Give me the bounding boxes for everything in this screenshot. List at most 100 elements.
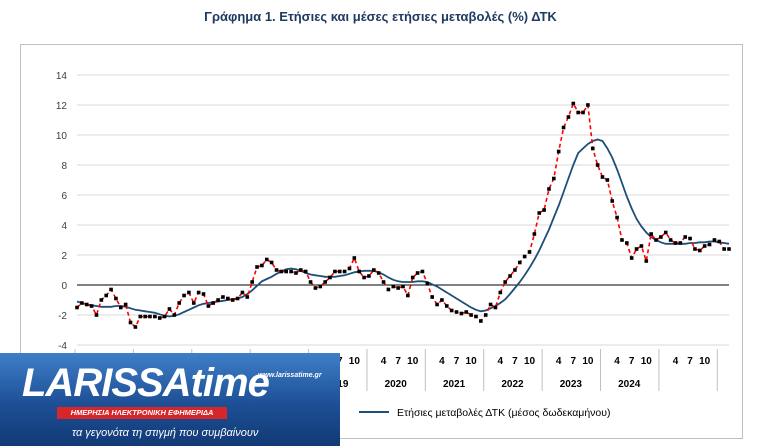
series-point-annual — [182, 293, 186, 298]
series-point-annual — [255, 265, 259, 269]
series-point-annual — [629, 256, 634, 260]
larissatime-logo: LARISSAtime www.larissatime.gr ΗΜΕΡΗΣΙΑ … — [0, 353, 340, 446]
y-tick-label: 12 — [56, 101, 68, 112]
series-point-annual — [673, 241, 678, 245]
series-point-annual — [464, 310, 469, 314]
series-point-annual — [376, 271, 381, 275]
series-point-annual — [610, 199, 615, 203]
y-tick-label: -4 — [58, 341, 67, 352]
series-line-annual — [76, 101, 729, 329]
series-point-annual — [420, 269, 425, 274]
series-point-annual — [279, 269, 284, 274]
logo-band: ΗΜΕΡΗΣΙΑ ΗΛΕΚΤΡΟΝΙΚΗ ΕΦΗΜΕΡΙΔΑ — [57, 407, 227, 419]
series-point-annual — [605, 178, 610, 182]
x-year-label: 2023 — [560, 379, 583, 390]
series-point-annual — [659, 235, 663, 239]
series-point-annual — [634, 247, 639, 251]
series-point-annual — [469, 313, 473, 317]
series-point-annual — [143, 314, 147, 319]
series-point-annual — [211, 301, 216, 305]
logo-tagline: τα γεγονότα τη στιγμή που συμβαίνουν — [72, 427, 259, 439]
x-month-tick-label: 7 — [571, 356, 577, 367]
series-point-annual — [337, 269, 342, 274]
x-month-tick-label: 10 — [641, 356, 653, 367]
series-point-annual — [615, 215, 619, 220]
series-point-annual — [172, 313, 177, 317]
series-point-annual — [303, 269, 308, 274]
series-point-annual — [406, 293, 410, 298]
x-month-tick-label: 10 — [699, 356, 711, 367]
y-tick-label: 0 — [61, 281, 67, 292]
series-point-annual — [698, 248, 702, 253]
legend-label-average: Ετήσιες μεταβολές ΔΤΚ (μέσος δωδεκαμήνου… — [397, 407, 611, 419]
chart-title: Γράφημα 1. Ετήσιες και μέσες ετήσιες μετ… — [204, 9, 557, 24]
series-point-annual — [362, 275, 366, 280]
series-point-annual — [620, 238, 624, 242]
series-point-annual — [123, 302, 128, 307]
series-point-annual — [522, 254, 527, 259]
series-point-annual — [99, 298, 104, 302]
series-point-annual — [401, 284, 405, 289]
series-point-annual — [663, 230, 668, 235]
series-point-annual — [187, 290, 191, 295]
series-point-annual — [250, 280, 254, 284]
series-point-annual — [483, 313, 488, 317]
series-point-annual — [367, 274, 371, 278]
series-point-annual — [654, 238, 658, 242]
series-point-annual — [707, 242, 712, 247]
x-month-tick-label: 4 — [381, 356, 387, 367]
series-point-annual — [114, 296, 118, 301]
logo-wordmark: LARISSAtime — [22, 361, 270, 405]
series-point-annual — [308, 280, 313, 284]
series-point-annual — [600, 175, 605, 179]
series-point-annual — [683, 235, 688, 239]
series-point-annual — [260, 263, 264, 268]
series-point-annual — [284, 269, 289, 274]
series-point-annual — [104, 293, 108, 298]
x-year-label: 2022 — [501, 379, 524, 390]
series-point-annual — [221, 295, 225, 299]
series-point-annual — [289, 269, 293, 274]
series-line-average — [76, 138, 730, 318]
series-point-annual — [474, 314, 478, 319]
series-point-annual — [508, 274, 512, 278]
series-point-annual — [118, 305, 123, 310]
series-point-annual — [566, 115, 571, 119]
y-tick-label: 10 — [56, 131, 68, 142]
series-point-annual — [498, 290, 503, 295]
series-point-annual — [488, 302, 493, 307]
series-point-annual — [410, 275, 415, 280]
series-point-annual — [274, 268, 279, 272]
series-point-annual — [586, 103, 590, 107]
y-tick-label: 8 — [61, 161, 67, 172]
series-point-annual — [449, 308, 454, 313]
series-point-annual — [722, 247, 726, 251]
series-point-annual — [138, 314, 143, 319]
series-point-annual — [153, 314, 157, 319]
series-point-annual — [299, 268, 303, 272]
series-point-annual — [323, 280, 327, 284]
series-point-annual — [415, 271, 420, 275]
x-month-tick-label: 10 — [349, 356, 361, 367]
series-point-annual — [313, 286, 318, 290]
series-point-annual — [712, 238, 717, 242]
series-point-annual — [391, 284, 396, 289]
series-point-annual — [386, 287, 391, 292]
series-point-annual — [440, 298, 444, 302]
series-point-annual — [493, 305, 498, 310]
series-point-annual — [590, 146, 595, 151]
series-point-annual — [668, 238, 673, 242]
series-point-annual — [693, 247, 697, 251]
x-month-tick-label: 7 — [395, 356, 401, 367]
x-month-tick-label: 4 — [556, 356, 562, 367]
series-point-annual — [571, 101, 576, 106]
series-point-annual — [80, 301, 84, 305]
series-point-annual — [527, 250, 532, 254]
series-point-annual — [128, 320, 133, 325]
series-point-annual — [503, 280, 507, 284]
series-point-annual — [94, 313, 99, 317]
series-point-annual — [196, 290, 201, 295]
y-tick-label: 2 — [61, 251, 67, 262]
series-point-annual — [240, 290, 245, 295]
series-point-annual — [547, 187, 551, 191]
